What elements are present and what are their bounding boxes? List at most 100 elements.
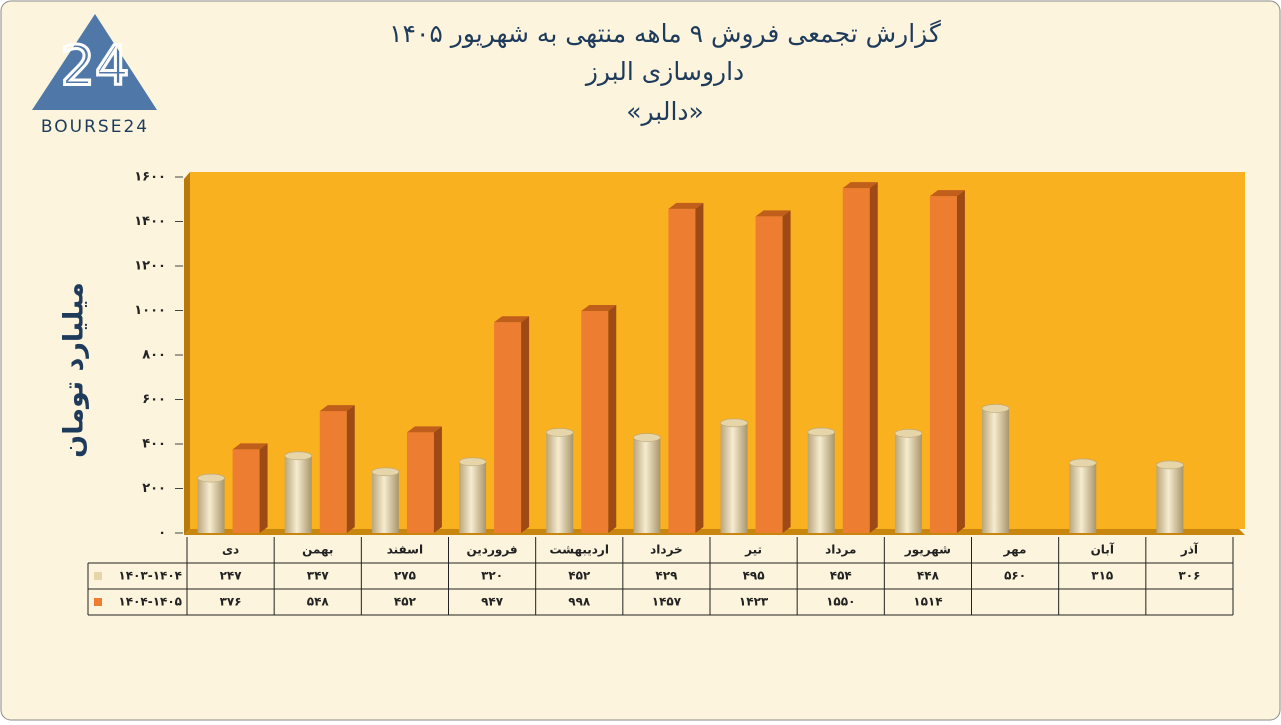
bar-top (894, 429, 923, 438)
legend-label: ۱۴۰۳-۱۴۰۴ (118, 569, 182, 583)
data-label: ۴۵۲ (394, 595, 417, 609)
bar-side (259, 443, 268, 533)
bar (1156, 464, 1184, 533)
y-axis-label: میلیارد تومان (59, 282, 90, 458)
y-tick-label: ۱۲۰۰ (134, 259, 166, 274)
bar (982, 408, 1010, 533)
bar-top (284, 451, 313, 461)
chart-title: گزارش تجمعی فروش ۹ ماهه منتهی به شهریور … (389, 19, 941, 49)
bar (929, 196, 957, 533)
data-label: ۴۲۹ (655, 569, 678, 583)
y-tick-label: ۰ (158, 526, 166, 541)
bar-top (545, 428, 574, 437)
bar-side (433, 426, 442, 533)
bar (807, 431, 835, 533)
legend-label: ۱۴۰۴-۱۴۰۵ (118, 595, 182, 609)
bar-side (695, 202, 704, 533)
x-tick-label: مهر (1003, 543, 1027, 557)
data-label: ۱۵۵۰ (826, 595, 855, 609)
bar-top (232, 443, 268, 450)
chart-subtitle: «دالبر» (626, 97, 704, 126)
bar (371, 471, 399, 533)
data-label: ۳۷۶ (220, 595, 242, 609)
x-tick-label: اردیبهشت (550, 543, 609, 557)
x-tick-label: تیر (744, 543, 762, 557)
logo: 24 BOURSE24 (32, 14, 157, 137)
data-label: ۴۴۸ (917, 569, 940, 583)
data-label: ۲۷۵ (394, 569, 416, 583)
bar (755, 216, 783, 533)
legend-swatch (94, 598, 102, 606)
x-tick-label: دی (222, 543, 239, 557)
y-tick-label: ۸۰۰ (142, 348, 166, 363)
bar (319, 411, 347, 533)
bar (842, 188, 870, 533)
plot-floor (184, 529, 1245, 535)
bar-top (929, 190, 965, 197)
x-tick-label: اسفند (387, 543, 423, 557)
bar (459, 461, 487, 533)
bar-top (981, 404, 1010, 413)
x-tick-label: مرداد (825, 543, 856, 557)
logo-mark: 24 (61, 35, 130, 98)
y-tick-label: ۱۰۰۰ (134, 303, 166, 318)
bar-top (406, 426, 442, 433)
x-tick-label: خرداد (650, 543, 683, 557)
bar-side (521, 316, 530, 533)
bar (546, 432, 574, 533)
x-tick-label: بهمن (302, 543, 333, 557)
plot-area (190, 172, 1245, 529)
data-label: ۱۴۵۷ (652, 595, 682, 609)
bar-top (807, 427, 836, 437)
data-label: ۹۴۷ (481, 595, 504, 609)
data-label: ۴۵۴ (830, 569, 852, 583)
x-tick-label: فروردین (467, 543, 518, 558)
bar-top (842, 182, 878, 189)
bar-top (458, 457, 487, 467)
bar (1069, 462, 1097, 533)
bar-side (608, 304, 617, 533)
y-tick-label: ۱۶۰۰ (134, 170, 166, 185)
legend-swatch (94, 572, 102, 580)
y-tick-label: ۲۰۰ (142, 481, 166, 496)
data-label: ۴۵۲ (568, 569, 591, 583)
data-label: ۳۰۶ (1178, 569, 1200, 583)
bar (494, 322, 522, 533)
data-label: ۹۹۸ (568, 595, 591, 609)
x-tick-label: آبان (1091, 542, 1115, 557)
bar-top (494, 316, 530, 323)
data-label: ۲۴۷ (220, 569, 243, 583)
bar (668, 208, 696, 533)
bar (197, 478, 225, 533)
bar-top (1068, 458, 1097, 468)
bar-top (633, 433, 661, 442)
bar-top (668, 202, 704, 209)
chart-subtitle: داروسازی البرز (584, 57, 744, 87)
y-tick-label: ۱۴۰۰ (134, 214, 166, 229)
bar-top (1156, 460, 1184, 470)
bar-top (319, 405, 355, 412)
bar (232, 449, 260, 533)
y-tick-label: ۴۰۰ (142, 437, 166, 452)
bar (406, 432, 434, 533)
bar-top (755, 210, 791, 217)
bar-side (346, 405, 355, 533)
plot-side-wall (184, 172, 190, 535)
data-label: ۳۴۷ (307, 569, 330, 583)
data-label: ۴۹۵ (743, 569, 765, 583)
bar-side (956, 190, 965, 533)
data-label: ۵۶۰ (1004, 569, 1026, 583)
bar (894, 433, 922, 533)
data-label: ۳۲۰ (481, 569, 503, 583)
bar (720, 422, 748, 533)
bar (633, 437, 661, 533)
data-label: ۳۱۵ (1091, 569, 1113, 583)
bar-top (581, 304, 617, 311)
x-tick-label: آذر (1180, 542, 1199, 557)
bar-top (197, 473, 225, 483)
bar (581, 310, 609, 533)
data-label: ۱۵۱۴ (913, 595, 942, 609)
bar-side (782, 210, 791, 533)
logo-text: BOURSE24 (41, 117, 149, 137)
